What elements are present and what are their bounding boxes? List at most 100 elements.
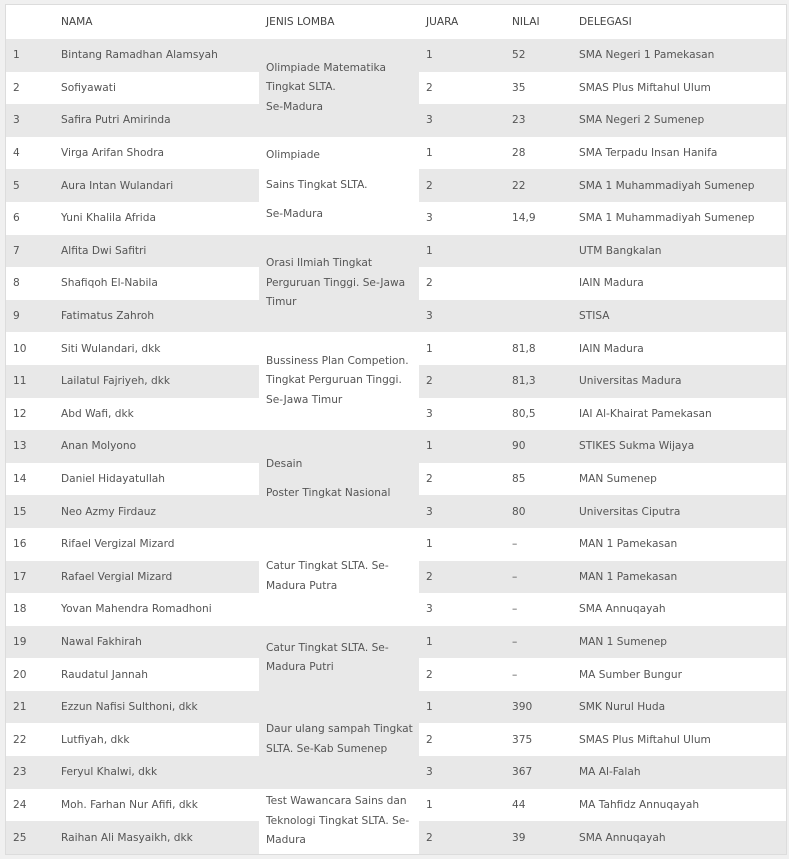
competition-type: Orasi Ilmiah Tingkat Perguruan Tinggi. S…	[259, 234, 419, 333]
table-row: 10 Siti Wulandari, dkk Bussiness Plan Comp…	[6, 332, 786, 431]
delegation: MA Sumber Bungur	[579, 668, 682, 681]
row-number: 20	[13, 668, 27, 681]
header-nama: NAMA	[54, 5, 259, 39]
competition-type-line: Catur Tingkat SLTA. Se-Madura Putri	[266, 641, 389, 674]
participant-name: Rifael Vergizal Mizard	[61, 538, 175, 551]
rank: 1	[426, 147, 433, 160]
table-row: 7 Alfita Dwi Safitri Orasi Ilmiah Tingkat …	[6, 234, 786, 333]
table-row: 8 Shafiqoh El-Nabila 2 IAIN Madura	[6, 267, 786, 300]
participant-name: Feryul Khalwi, dkk	[54, 756, 259, 789]
rank: 2	[419, 560, 505, 594]
score: 367	[505, 756, 572, 789]
delegation: Universitas Ciputra	[572, 495, 786, 528]
rank: 3	[419, 756, 505, 789]
delegation: SMA Annuqayah	[579, 603, 666, 616]
score: 14,9	[512, 212, 536, 225]
row-number: 17	[6, 560, 54, 594]
competition-type-line: Daur ulang sampah Tingkat SLTA. Se-Kab S…	[266, 723, 413, 755]
rank: 1	[419, 625, 505, 659]
participant-name: Daniel Hidayatullah	[61, 473, 165, 486]
delegation: SMAS Plus Miftahul Ulum	[579, 81, 711, 94]
table-row: 12 Abd Wafi, dkk 3 80,5 IAI Al-Khairat Pamek…	[6, 398, 786, 431]
participant-name: Yovan Mahendra Romadhoni	[61, 603, 212, 616]
delegation: MA Al-Falah	[572, 756, 786, 789]
rank: 3	[419, 299, 505, 333]
row-number: 22	[13, 733, 27, 746]
competition-type-line: Orasi Ilmiah Tingkat Perguruan Tinggi. S…	[266, 257, 406, 309]
table-row: 11 Lailatul Fajriyeh, dkk 2 81,3 Universitas…	[6, 364, 786, 398]
table-row: 5 Aura Intan Wulandari 2 22 SMA 1 Muhammadiy…	[6, 169, 786, 202]
table-row: 16 Rifael Vergizal Mizard Catur Tingkat SL…	[6, 527, 786, 626]
header-delegasi: DELEGASI	[572, 5, 786, 39]
rank: 2	[426, 668, 433, 681]
delegation: MAN Sumenep	[579, 473, 657, 486]
table-row: 18 Yovan Mahendra Romadhoni 3 – SMA Annuqaya…	[6, 593, 786, 626]
header-juara: JUARA	[419, 5, 505, 39]
participant-name: Siti Wulandari, dkk	[61, 342, 161, 355]
row-number: 1	[6, 39, 54, 72]
table-row: 15 Neo Azmy Firdauz 3 80 Universitas Ciputra	[6, 495, 786, 528]
participant-name: Bintang Ramadhan Alamsyah	[54, 39, 259, 72]
rank: 2	[419, 364, 505, 398]
delegation: MAN 1 Pamekasan	[572, 560, 786, 594]
row-number: 14	[13, 473, 27, 486]
row-number: 15	[6, 495, 54, 528]
participant-name: Moh. Farhan Nur Afifi, dkk	[61, 798, 198, 811]
competition-type-line: Olimpiade Matematika Tingkat SLTA.	[266, 61, 386, 94]
score: –	[505, 625, 572, 659]
competition-type: Daur ulang sampah Tingkat SLTA. Se-Kab S…	[259, 690, 419, 789]
rank: 1	[426, 342, 433, 355]
table-row: 25 Raihan Ali Masyaikh, dkk 2 39 SMA Annuqay…	[6, 821, 786, 854]
score	[505, 234, 572, 268]
score: 81,8	[512, 342, 536, 355]
row-number: 6	[13, 212, 20, 225]
competition-type-line: Sains Tingkat SLTA.	[266, 178, 368, 191]
competition-type-line: Olimpiade	[266, 149, 320, 162]
table-row: 13 Anan Molyono Desain Poster Tingkat Nasio…	[6, 430, 786, 528]
participant-name: Raudatul Jannah	[61, 668, 148, 681]
row-number: 12	[13, 407, 27, 420]
participant-name: Ezzun Nafisi Sulthoni, dkk	[54, 690, 259, 724]
row-number: 3	[6, 104, 54, 137]
score: 85	[512, 473, 526, 486]
row-number: 13	[6, 430, 54, 463]
rank: 1	[426, 538, 433, 551]
participant-name: Sofiyawati	[61, 81, 116, 94]
score: 375	[512, 733, 533, 746]
participant-name: Aura Intan Wulandari	[54, 169, 259, 202]
score: 52	[505, 39, 572, 72]
delegation: SMA Negeri 1 Pamekasan	[572, 39, 786, 72]
row-number: 19	[6, 625, 54, 659]
row-number: 11	[6, 364, 54, 398]
participant-name: Safira Putri Amirinda	[54, 104, 259, 137]
competition-type: Bussiness Plan Competion. Tingkat Pergur…	[259, 332, 419, 431]
delegation: STIKES Sukma Wijaya	[572, 430, 786, 463]
delegation: STISA	[572, 299, 786, 333]
row-number: 10	[13, 342, 27, 355]
score	[505, 299, 572, 333]
participant-name: Yuni Khalila Afrida	[61, 212, 156, 225]
rank: 2	[426, 81, 433, 94]
rank: 2	[419, 169, 505, 202]
table-row: 4 Virga Arifan Shodra Olimpiade Sains Tingk…	[6, 136, 786, 235]
competition-type: Catur Tingkat SLTA. Se-Madura Putra	[259, 527, 419, 626]
rank: 1	[419, 690, 505, 724]
table-row: 17 Rafael Vergial Mizard 2– MAN 1 Pamekasan	[6, 560, 786, 594]
table-row: 21 Ezzun Nafisi Sulthoni, dkk Daur ulang s…	[6, 690, 786, 789]
row-number: 23	[6, 756, 54, 789]
table-row: 19 Nawal Fakhirah Catur Tingkat SLTA. Se-M…	[6, 625, 786, 691]
competition-type: Desain Poster Tingkat Nasional	[259, 430, 419, 528]
delegation: SMA Annuqayah	[572, 821, 786, 854]
competition-type-line: Desain	[266, 457, 303, 470]
row-number: 4	[13, 147, 20, 160]
row-number: 18	[13, 603, 27, 616]
rank: 3	[419, 495, 505, 528]
score: –	[512, 668, 518, 681]
row-number: 21	[6, 690, 54, 724]
score	[505, 267, 572, 300]
score: 39	[505, 821, 572, 854]
score: 23	[505, 104, 572, 137]
table-row: 24 Moh. Farhan Nur Afifi, dkk Test Wawanca…	[6, 788, 786, 854]
